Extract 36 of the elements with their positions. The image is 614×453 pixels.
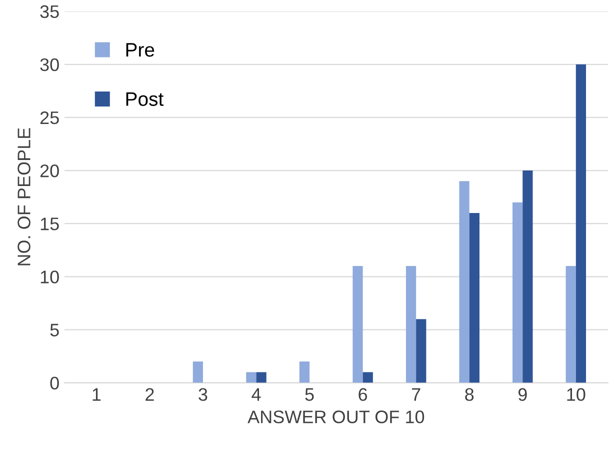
- bar: [576, 64, 586, 383]
- x-tick-label: 2: [146, 388, 154, 401]
- bar: [512, 202, 523, 383]
- y-axis-title: NO. OF PEOPLE: [18, 128, 30, 266]
- legend-label: Post: [126, 92, 164, 106]
- y-tick-label: 15: [40, 218, 59, 230]
- bar: [246, 372, 256, 383]
- bar: [362, 372, 373, 383]
- bar: [299, 362, 310, 383]
- bar: [192, 362, 203, 383]
- x-tick-label: 8: [465, 388, 474, 401]
- y-tick-label: 10: [40, 270, 59, 284]
- x-axis-title: ANSWER OUT OF 10: [248, 410, 424, 424]
- bar: [406, 266, 416, 383]
- x-tick-label: 9: [518, 388, 527, 401]
- y-tick-label: 0: [50, 376, 59, 390]
- bar: [522, 170, 533, 383]
- x-tick-label: 5: [305, 388, 314, 401]
- bar: [352, 266, 363, 383]
- y-tick-label: 35: [40, 5, 59, 18]
- y-tick-label: 25: [40, 111, 59, 124]
- bar: [469, 212, 480, 383]
- bar: [566, 266, 576, 383]
- y-tick-label: 30: [40, 58, 59, 72]
- x-tick-label: 7: [412, 388, 420, 401]
- x-tick-label: 4: [252, 388, 261, 401]
- x-tick-label: 6: [358, 388, 368, 401]
- y-tick-label: 20: [40, 164, 59, 178]
- x-tick-label: 3: [198, 388, 208, 401]
- x-tick-label: 10: [567, 388, 586, 401]
- x-tick-label: 1: [92, 388, 101, 401]
- legend-label: Pre: [126, 43, 154, 57]
- bar: [256, 372, 266, 383]
- bar: [459, 181, 470, 383]
- bar: [416, 319, 426, 383]
- y-tick-label: 5: [50, 324, 59, 336]
